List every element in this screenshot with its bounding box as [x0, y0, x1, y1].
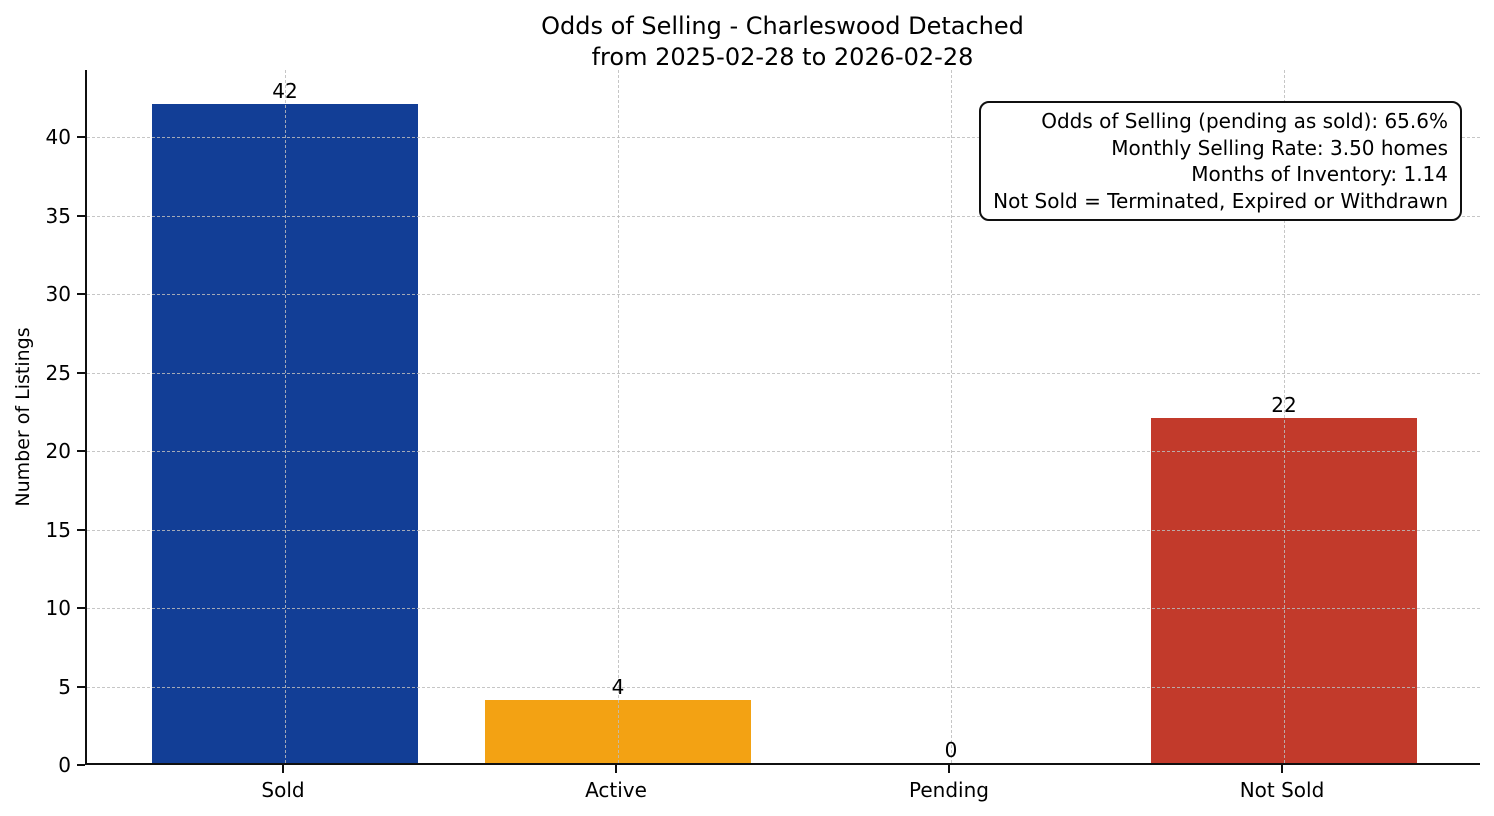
gridline-vertical — [951, 70, 952, 763]
plot-area: 42 4 0 22 — [85, 70, 1480, 765]
x-tick-label-active: Active — [585, 778, 647, 802]
gridline-horizontal — [87, 137, 1480, 139]
y-tick-label: 0 — [58, 753, 71, 777]
y-axis-tick — [77, 450, 85, 452]
y-axis-tick — [77, 215, 85, 217]
gridline-vertical — [618, 70, 619, 763]
gridline-horizontal — [87, 608, 1480, 610]
x-axis-tick — [948, 765, 950, 773]
y-axis-tick — [77, 529, 85, 531]
y-tick-label: 35 — [45, 204, 71, 228]
annotation-line-inventory: Months of Inventory: 1.14 — [1191, 162, 1448, 186]
gridline-vertical — [285, 70, 286, 763]
annotation-line-selling-rate: Monthly Selling Rate: 3.50 homes — [1111, 135, 1448, 160]
gridline-horizontal — [87, 372, 1480, 374]
annotation-line-not-sold-definition: Not Sold = Terminated, Expired or Withdr… — [993, 188, 1448, 213]
gridline-horizontal — [87, 294, 1480, 296]
y-axis-tick — [77, 136, 85, 138]
y-tick-label: 15 — [45, 518, 71, 542]
y-axis-tick — [77, 764, 85, 766]
bar-value-label: 4 — [611, 675, 625, 699]
x-axis-tick — [615, 765, 617, 773]
x-tick-label-sold: Sold — [261, 778, 305, 802]
x-tick-label-pending: Pending — [909, 778, 989, 802]
x-axis-tick — [1281, 765, 1283, 773]
y-axis-tick — [77, 293, 85, 295]
gridline-horizontal — [87, 529, 1480, 531]
x-tick-label-not-sold: Not Sold — [1239, 778, 1325, 802]
x-axis-tick — [282, 765, 284, 773]
gridline-vertical — [1284, 70, 1285, 763]
chart-title: Odds of Selling - Charleswood Detached f… — [85, 11, 1480, 73]
chart-title-line2: from 2025-02-28 to 2026-02-28 — [591, 43, 974, 71]
y-axis-tick — [77, 686, 85, 688]
gridline-horizontal — [87, 215, 1480, 217]
y-axis-tick — [77, 372, 85, 374]
y-tick-label: 10 — [45, 596, 71, 620]
y-axis-tick — [77, 607, 85, 609]
chart-title-line1: Odds of Selling - Charleswood Detached — [541, 12, 1024, 40]
annotation-box: Odds of Selling (pending as sold): 65.6%… — [979, 101, 1462, 221]
y-tick-label: 40 — [45, 125, 71, 149]
annotation-line-odds: Odds of Selling (pending as sold): 65.6% — [1041, 109, 1448, 133]
y-tick-label: 25 — [45, 361, 71, 385]
bar-value-label: 0 — [944, 738, 958, 762]
gridline-horizontal — [87, 451, 1480, 453]
bar-value-label: 42 — [272, 79, 298, 103]
y-tick-label: 30 — [45, 282, 71, 306]
y-tick-label: 5 — [58, 675, 71, 699]
y-tick-label: 20 — [45, 439, 71, 463]
gridline-horizontal — [87, 686, 1480, 688]
y-axis-label: Number of Listings — [12, 327, 34, 507]
bar-value-label: 22 — [1271, 393, 1297, 417]
